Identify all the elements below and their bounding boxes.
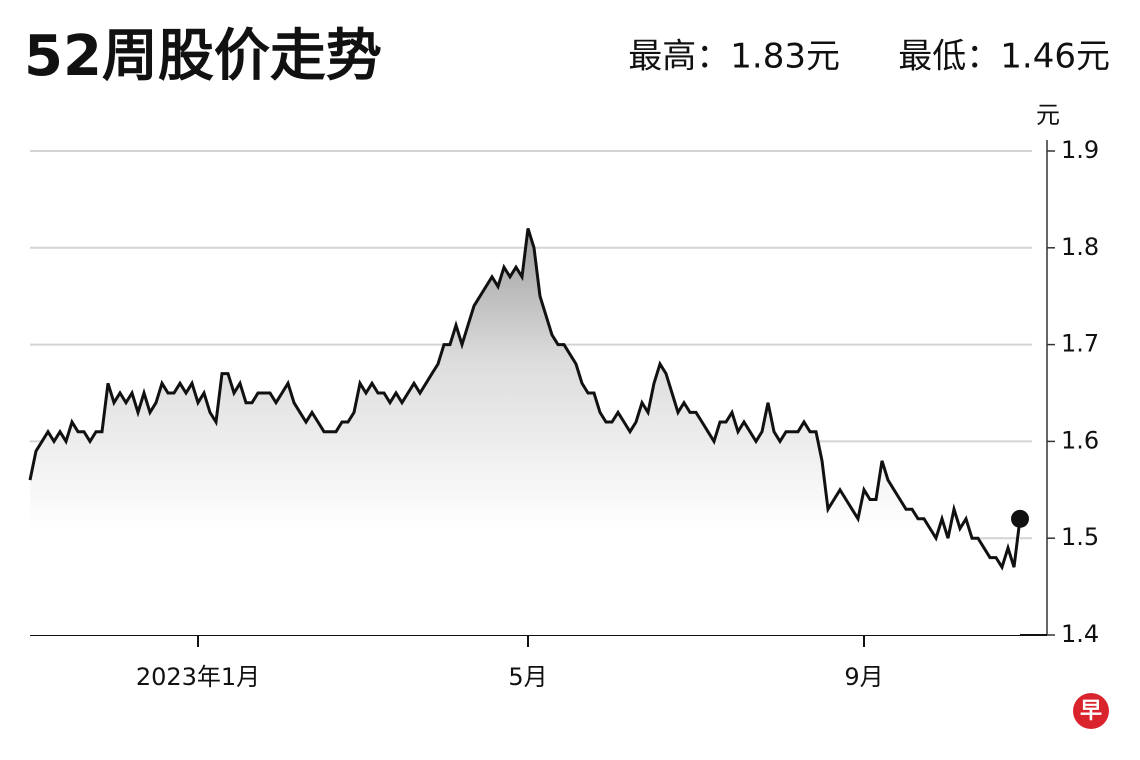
x-tick-label: 2023年1月 (136, 663, 260, 691)
stat-low: 最低：1.46元 (898, 37, 1110, 77)
y-tick-label: 1.5 (1061, 523, 1099, 551)
y-tick-label: 1.9 (1061, 136, 1099, 164)
y-tick-label: 1.4 (1061, 620, 1099, 648)
chart-title: 52周股价走势 (24, 24, 382, 89)
area (30, 228, 1020, 635)
y-tick-label: 1.7 (1061, 330, 1099, 358)
x-tick-label: 9月 (844, 663, 883, 691)
last-point (1011, 509, 1029, 528)
y-axis-label: 元 (1036, 101, 1060, 129)
y-tick-label: 1.6 (1061, 426, 1099, 454)
logo-badge (1073, 693, 1109, 729)
y-tick-label: 1.8 (1061, 233, 1099, 261)
plot (28, 227, 1029, 635)
stat-high: 最高：1.83元 (628, 37, 840, 77)
logo-text: 早 (1080, 699, 1102, 724)
x-tick-label: 5月 (508, 663, 547, 691)
price-line (28, 227, 1022, 571)
